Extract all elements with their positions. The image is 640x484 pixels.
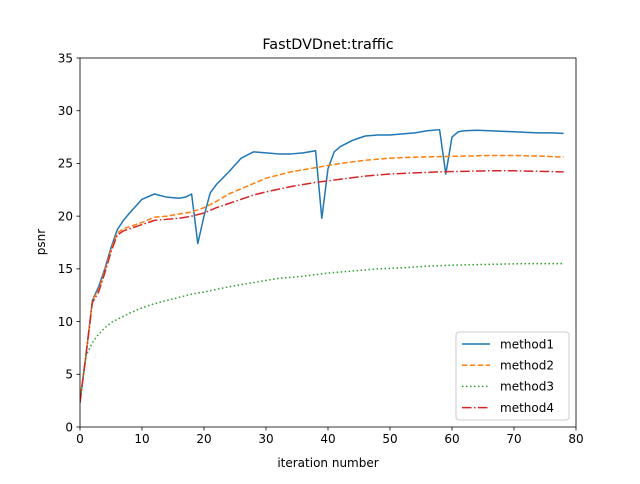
x-tick-label: 30 [258,432,273,446]
series-line-method1 [80,128,564,401]
y-tick-label: 0 [65,420,73,434]
y-axis-label: psnr [34,229,48,255]
y-tick-label: 35 [58,51,73,65]
y-tick-label: 30 [58,104,73,118]
legend-label-method4: method4 [500,401,554,415]
legend-label-method1: method1 [500,337,554,351]
x-axis-label: iteration number [277,456,378,470]
x-tick-label: 20 [196,432,211,446]
x-tick-label: 40 [320,432,335,446]
legend: method1 method2 method3 method4 [455,331,570,421]
x-tick-label: 10 [134,432,149,446]
y-tick-label: 15 [58,262,73,276]
plot-area [80,128,564,403]
y-tick-label: 10 [58,315,73,329]
y-tick-label: 5 [65,368,73,382]
legend-label-method3: method3 [500,380,554,394]
y-tick-label: 20 [58,209,73,223]
x-tick-label: 70 [506,432,521,446]
series-line-method3 [80,262,564,401]
x-tick-label: 0 [76,432,84,446]
axes: 0 10 20 30 40 50 60 70 80 0 5 10 15 20 25 30 35 [58,51,584,446]
x-tick-label: 60 [444,432,459,446]
chart-title: FastDVDnet:traffic [262,37,393,53]
legend-label-method2: method2 [500,359,554,373]
x-tick-label: 50 [382,432,397,446]
series-line-method4 [80,170,564,403]
x-tick-label: 80 [568,432,583,446]
y-tick-label: 25 [58,157,73,171]
legend-box [455,331,570,421]
